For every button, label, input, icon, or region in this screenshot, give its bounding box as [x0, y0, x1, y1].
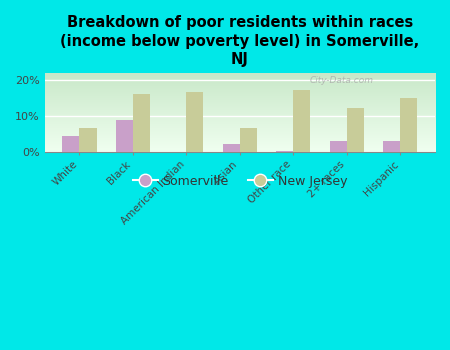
Bar	[346, 108, 364, 152]
Bar	[240, 128, 257, 152]
Legend: Somerville, New Jersey: Somerville, New Jersey	[127, 170, 352, 193]
Bar	[80, 128, 97, 152]
Bar	[63, 136, 80, 152]
Bar	[116, 120, 133, 152]
Bar	[186, 92, 203, 152]
Bar	[293, 91, 310, 152]
Bar	[400, 98, 417, 152]
Text: City-Data.com: City-Data.com	[310, 76, 374, 85]
Bar	[329, 141, 346, 152]
Title: Breakdown of poor residents within races
(income below poverty level) in Somervi: Breakdown of poor residents within races…	[60, 15, 419, 67]
Bar	[276, 151, 293, 152]
Bar	[383, 141, 400, 152]
Bar	[133, 94, 150, 152]
Bar	[223, 144, 240, 152]
